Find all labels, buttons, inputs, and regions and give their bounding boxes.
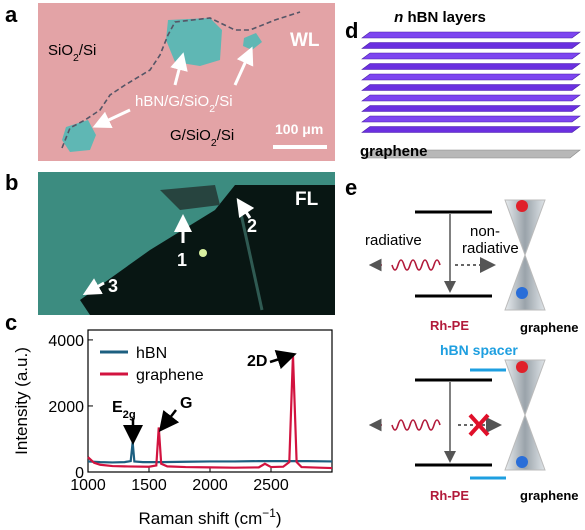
y-tick-label: 2000	[48, 399, 84, 416]
heterostructure-label-part: /Si	[215, 93, 233, 110]
y-tick-label: 4000	[48, 333, 84, 350]
radiative-label: radiative	[365, 232, 422, 249]
graphene-region-label: G/SiO2/Si	[170, 127, 234, 149]
acceptor-label: graphene	[520, 320, 579, 335]
x-tick-label: 2500	[253, 477, 289, 494]
annotation-arrow	[269, 350, 297, 370]
nonradiative-label: non-	[470, 223, 500, 240]
peak-annotation: 2D	[247, 353, 267, 370]
nonradiative-label: radiative	[462, 240, 519, 257]
hbn-layer	[361, 73, 581, 81]
substrate-label: SiO2/Si	[48, 42, 96, 64]
graphene-region-label-part: /Si	[217, 127, 235, 144]
flake-marker: 1	[177, 250, 187, 270]
layers-title: n hBN layers	[394, 9, 486, 26]
x-axis-label-part: Raman shift (cm	[139, 509, 263, 528]
flake-marker: 3	[108, 276, 118, 296]
spectrum-line	[87, 354, 333, 470]
peak-annotation: E2g	[112, 399, 136, 421]
y-tick-label: 0	[75, 465, 84, 482]
spacer-label: hBN spacer	[440, 342, 518, 358]
layers-title-part: hBN layers	[403, 9, 486, 26]
panel-label: a	[5, 2, 18, 27]
hbn-layer	[361, 63, 581, 70]
hbn-layer	[361, 126, 581, 133]
panel-label: c	[5, 310, 17, 335]
layers-title-part: n	[394, 9, 403, 26]
panel-b-image	[38, 172, 335, 315]
graphene-region-label-part: 2	[211, 137, 217, 149]
hbn-layer	[361, 115, 581, 123]
graphene-label: graphene	[360, 143, 428, 160]
x-tick-label: 2000	[192, 477, 228, 494]
hbn-layers-render	[361, 31, 581, 159]
emitter-label: Rh-PE	[430, 318, 469, 333]
x-tick-label: 1500	[131, 477, 167, 494]
scale-bar-label: 100 μm	[275, 121, 323, 137]
spectrum-line	[87, 442, 333, 464]
panel-label: e	[345, 175, 357, 200]
x-axis-label-part: −1	[262, 506, 276, 520]
peak-annotation-part: 2D	[247, 353, 267, 370]
emitter-label: Rh-PE	[430, 488, 469, 503]
hbn-layer	[361, 94, 581, 102]
substrate-label-part: 2	[73, 52, 79, 64]
annotation-arrow	[158, 409, 180, 432]
heterostructure-label-part: hBN/G/SiO	[135, 93, 209, 110]
legend-label: hBN	[136, 345, 167, 362]
y-axis-label: Intensity (a.u.)	[12, 347, 31, 455]
peak-annotation-part: E	[112, 399, 123, 416]
hbn-layer	[361, 84, 581, 91]
x-axis-label: Raman shift (cm−1)	[139, 506, 282, 528]
hbn-layer	[361, 52, 581, 60]
imaging-mode: FL	[295, 189, 319, 210]
panel-label: d	[345, 18, 358, 43]
heterostructure-label-part: 2	[209, 103, 215, 115]
hbn-layer	[361, 31, 581, 39]
x-axis-label-part: )	[276, 509, 282, 528]
substrate-label-part: /Si	[79, 42, 97, 59]
panel-a-image	[38, 3, 335, 161]
graphene-region-label-part: G/SiO	[170, 127, 211, 144]
graphene-layer	[361, 149, 581, 159]
hbn-layer	[361, 42, 581, 49]
legend-label: graphene	[136, 367, 204, 384]
heterostructure-label: hBN/G/SiO2/Si	[135, 93, 233, 115]
panel-label: b	[5, 170, 18, 195]
peak-annotation-part: G	[180, 395, 192, 412]
flake-marker: 2	[247, 216, 257, 236]
x-tick-label: 1000	[70, 477, 106, 494]
acceptor-label: graphene	[520, 488, 579, 503]
hbn-layer	[361, 105, 581, 112]
imaging-mode: WL	[290, 30, 320, 51]
peak-annotation: G	[180, 395, 192, 412]
energy-diagram	[368, 199, 546, 480]
substrate-label-part: SiO	[48, 42, 73, 59]
